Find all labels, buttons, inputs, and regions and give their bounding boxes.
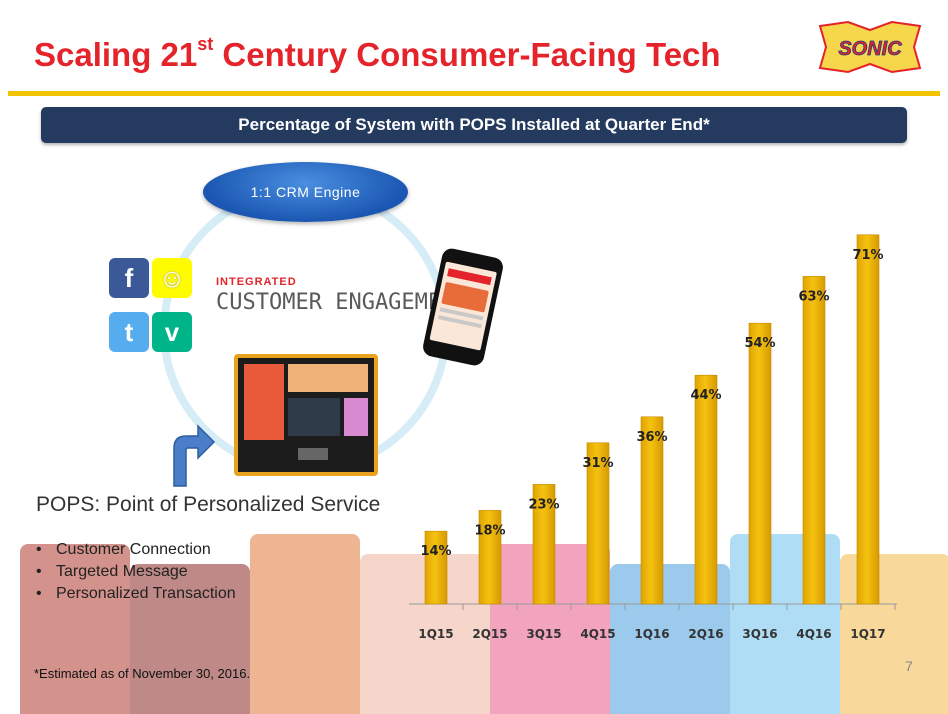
arrow-icon <box>173 424 216 487</box>
integrated-label: INTEGRATED <box>216 276 297 288</box>
bar-4Q16 <box>802 276 826 605</box>
bar-1Q16 <box>640 416 664 605</box>
pops-bullet-list: Customer Connection Targeted Message Per… <box>36 541 236 607</box>
x-tick-label: 4Q15 <box>580 627 615 641</box>
snapchat-icon: ☺ <box>152 258 192 298</box>
bar-1Q17 <box>856 234 880 605</box>
bar-value-label: 44% <box>690 388 721 403</box>
vine-icon: v <box>152 312 192 352</box>
bar-value-label: 71% <box>852 248 883 263</box>
bar-value-label: 36% <box>636 430 667 445</box>
x-tick-label: 1Q15 <box>418 627 453 641</box>
x-tick-label: 1Q16 <box>634 627 669 641</box>
pops-installation-bar-chart: 14% 1Q15 18% 2Q15 23% 3Q15 31% 4Q15 36% 1Q16 44% 2Q… <box>409 234 897 641</box>
x-tick-label: 4Q16 <box>796 627 831 641</box>
bar-3Q15 <box>532 484 556 605</box>
x-tick-label: 2Q15 <box>472 627 507 641</box>
pops-heading: POPS: Point of Personalized Service <box>36 493 381 516</box>
bar-value-label: 18% <box>474 523 505 538</box>
sonic-logo-text: SONIC <box>838 38 902 60</box>
customer-engagement-label: INTEGRATED CUSTOMER ENGAGEMENT <box>216 276 468 315</box>
pops-bullet: Personalized Transaction <box>36 585 236 607</box>
bar-value-label: 63% <box>798 289 829 304</box>
chart-banner: Percentage of System with POPS Installed… <box>41 107 907 143</box>
sonic-logo: SONIC <box>818 20 922 74</box>
facebook-icon: f <box>109 258 149 298</box>
footnote: *Estimated as of November 30, 2016. <box>34 666 251 681</box>
bar-2Q15 <box>478 510 502 605</box>
pops-bullet: Customer Connection <box>36 541 236 563</box>
x-tick-label: 2Q16 <box>688 627 723 641</box>
bar-1Q15 <box>424 530 448 605</box>
bar-value-label: 23% <box>528 497 559 512</box>
bar-value-label: 31% <box>582 456 613 471</box>
bar-value-label: 14% <box>420 544 451 559</box>
engagement-label: CUSTOMER ENGAGEMENT <box>216 290 468 315</box>
page-number: 7 <box>905 658 913 674</box>
bar-value-label: 54% <box>744 336 775 351</box>
crm-engine-badge: 1:1 CRM Engine <box>203 162 408 222</box>
page-title: Scaling 21st Century Consumer-Facing Tec… <box>34 34 721 73</box>
title-divider <box>8 91 940 96</box>
x-tick-label: 1Q17 <box>850 627 885 641</box>
bar-4Q15 <box>586 442 610 605</box>
twitter-icon: t <box>109 312 149 352</box>
x-tick-label: 3Q15 <box>526 627 561 641</box>
bar-3Q16 <box>748 322 772 605</box>
pops-kiosk-image <box>234 354 378 476</box>
pops-bullet: Targeted Message <box>36 563 236 585</box>
x-tick-label: 3Q16 <box>742 627 777 641</box>
bar-2Q16 <box>694 374 718 605</box>
